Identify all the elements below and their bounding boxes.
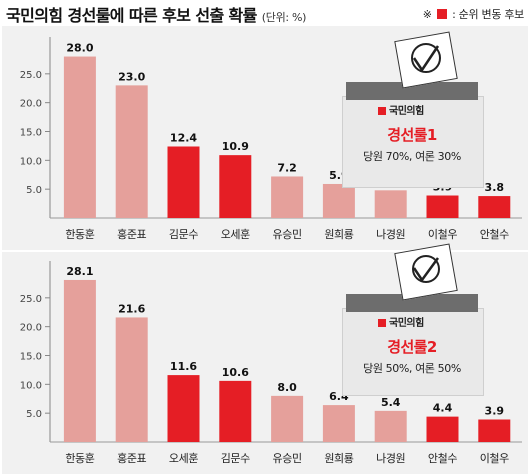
bar-한동훈 <box>63 56 96 219</box>
y-tick-label: 10.0 <box>20 156 42 167</box>
ballot-box-lid-1 <box>346 82 478 100</box>
ballot-badge-2: 국민의힘 <box>378 314 424 329</box>
value-label: 7.2 <box>277 161 297 174</box>
category-label: 원희룡 <box>324 452 353 465</box>
rule-detail-2: 당원 50%, 여론 50% <box>363 362 461 375</box>
bar-홍준표 <box>115 317 148 442</box>
category-label: 유승민 <box>273 452 302 465</box>
y-tick-label: 20.0 <box>20 99 42 110</box>
chart-panel-2: 5.0 10.0 15.0 20.0 25.0 28.1 한동훈 21.6 홍준표 11.6 오세훈… <box>2 243 528 474</box>
ballot-badge-text-2: 국민의힘 <box>389 318 424 329</box>
bar-원희룡 <box>322 183 355 218</box>
value-label: 23.0 <box>118 70 145 83</box>
category-label: 오세훈 <box>221 228 250 241</box>
value-label: 10.6 <box>222 366 249 379</box>
category-label: 유승민 <box>273 228 302 241</box>
y-tick-label: 15.0 <box>20 128 42 139</box>
y-tick-label: 15.0 <box>20 352 42 363</box>
bar-오세훈 <box>219 155 252 218</box>
value-label: 21.6 <box>118 302 145 315</box>
chart-panel-1: 5.0 10.0 15.0 20.0 25.0 28.0 한동훈 23.0 홍준표 12.4 김문수… <box>2 26 528 250</box>
party-logo-icon <box>378 107 386 115</box>
value-label: 28.0 <box>66 42 93 55</box>
chart-title: 국민의힘 경선룰에 따른 후보 선출 확률 (단위: %) <box>6 2 306 26</box>
ballot-box-2 <box>342 308 484 396</box>
legend-red-square-icon <box>436 9 447 19</box>
bar-chart-2: 5.0 10.0 15.0 20.0 25.0 28.1 한동훈 21.6 홍준표 11.6 오세훈… <box>20 261 522 465</box>
value-label: 8.0 <box>277 381 297 394</box>
category-label: 원희룡 <box>324 228 353 241</box>
y-tick-label: 5.0 <box>26 409 42 420</box>
bar-유승민 <box>271 395 304 442</box>
bar-안철수 <box>426 416 459 442</box>
value-label: 5.4 <box>381 396 401 409</box>
bar-이철우 <box>426 195 459 218</box>
legend-symbol: ※ <box>422 8 432 21</box>
value-label: 4.4 <box>433 402 453 415</box>
category-label: 한동훈 <box>65 228 94 241</box>
category-label: 이철우 <box>480 452 509 465</box>
y-tick-label: 25.0 <box>20 70 42 81</box>
category-label: 이철우 <box>428 228 457 241</box>
value-label: 11.6 <box>170 360 197 373</box>
bar-chart-1: 5.0 10.0 15.0 20.0 25.0 28.0 한동훈 23.0 홍준표 12.4 김문수… <box>20 37 522 241</box>
ballot-check-mark-icon <box>412 255 440 283</box>
chart-header: 국민의힘 경선룰에 따른 후보 선출 확률 (단위: %) ※ : 순위 변동 … <box>0 0 530 26</box>
legend-text: : 순위 변동 후보 <box>452 8 524 21</box>
chart-title-text: 국민의힘 경선룰에 따른 후보 선출 확률 <box>6 6 257 25</box>
category-label: 홍준표 <box>117 451 146 465</box>
y-tick-label: 5.0 <box>26 185 42 196</box>
category-label: 안철수 <box>480 228 509 241</box>
y-tick-label: 10.0 <box>20 380 42 391</box>
rule-detail-1: 당원 70%, 여론 30% <box>363 150 461 163</box>
value-label: 12.4 <box>170 131 197 144</box>
bar-안철수 <box>478 196 511 218</box>
bar-김문수 <box>167 146 200 218</box>
bar-한동훈 <box>63 279 96 442</box>
value-label: 3.9 <box>485 405 505 418</box>
value-label: 10.9 <box>222 140 249 153</box>
category-label: 나경원 <box>376 452 405 465</box>
y-tick-label: 25.0 <box>20 294 42 305</box>
bar-원희룡 <box>322 405 355 442</box>
ballot-badge-1: 국민의힘 <box>378 102 424 117</box>
ballot-badge-text-1: 국민의힘 <box>389 106 424 117</box>
category-label: 안철수 <box>428 452 457 465</box>
ballot-box-lid-2 <box>346 294 478 312</box>
bar-오세훈 <box>167 375 200 442</box>
value-label: 28.1 <box>66 265 93 278</box>
ballot-check-mark-icon <box>411 43 441 73</box>
category-label: 오세훈 <box>169 452 198 465</box>
bar-나경원 <box>374 410 407 442</box>
y-tick-label: 20.0 <box>20 323 42 334</box>
unit-label: (단위: %) <box>261 11 307 24</box>
rule-name-1: 경선룰1 <box>387 126 437 144</box>
bar-김문수 <box>219 380 252 442</box>
bar-이철우 <box>478 419 511 442</box>
category-label: 한동훈 <box>65 452 94 465</box>
value-label: 3.8 <box>485 181 505 194</box>
category-label: 홍준표 <box>117 227 146 241</box>
party-logo-icon <box>378 319 386 327</box>
category-label: 나경원 <box>376 228 405 241</box>
category-label: 김문수 <box>169 228 198 241</box>
legend: ※ : 순위 변동 후보 <box>422 6 525 22</box>
category-label: 김문수 <box>221 452 250 465</box>
rule-name-2: 경선룰2 <box>387 338 437 356</box>
ballot-box-1 <box>342 96 484 188</box>
bar-홍준표 <box>115 85 148 218</box>
bar-나경원 <box>374 190 407 218</box>
bar-유승민 <box>271 176 304 218</box>
